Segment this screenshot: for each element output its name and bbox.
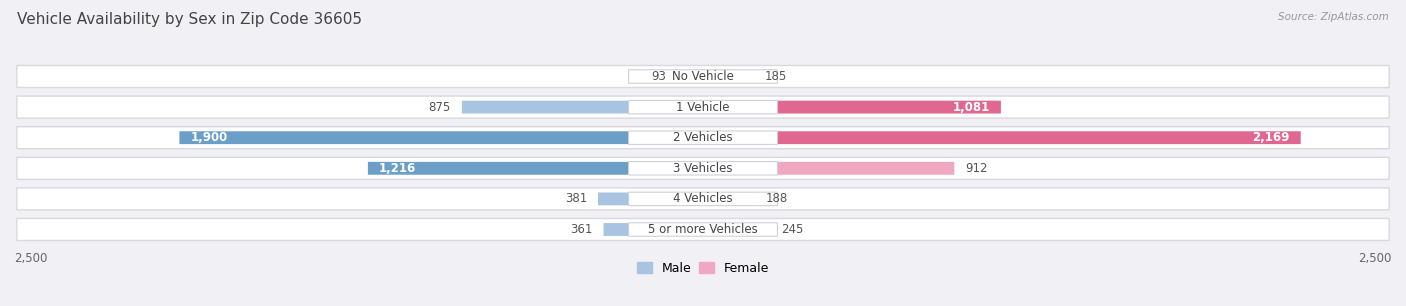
Text: 912: 912 xyxy=(966,162,988,175)
Text: 2 Vehicles: 2 Vehicles xyxy=(673,131,733,144)
Text: 185: 185 xyxy=(765,70,787,83)
FancyBboxPatch shape xyxy=(703,223,770,236)
FancyBboxPatch shape xyxy=(17,157,1389,179)
FancyBboxPatch shape xyxy=(628,192,778,206)
FancyBboxPatch shape xyxy=(598,192,703,205)
FancyBboxPatch shape xyxy=(703,101,1001,114)
Text: 361: 361 xyxy=(569,223,592,236)
FancyBboxPatch shape xyxy=(17,188,1389,210)
FancyBboxPatch shape xyxy=(703,70,754,83)
FancyBboxPatch shape xyxy=(17,127,1389,149)
Text: 2,500: 2,500 xyxy=(1358,252,1392,264)
FancyBboxPatch shape xyxy=(17,96,1389,118)
Text: Vehicle Availability by Sex in Zip Code 36605: Vehicle Availability by Sex in Zip Code … xyxy=(17,12,361,27)
Text: 188: 188 xyxy=(766,192,789,205)
FancyBboxPatch shape xyxy=(180,131,703,144)
Text: 1,900: 1,900 xyxy=(190,131,228,144)
Text: 5 or more Vehicles: 5 or more Vehicles xyxy=(648,223,758,236)
Text: Source: ZipAtlas.com: Source: ZipAtlas.com xyxy=(1278,12,1389,22)
Legend: Male, Female: Male, Female xyxy=(631,257,775,280)
FancyBboxPatch shape xyxy=(628,131,778,144)
FancyBboxPatch shape xyxy=(703,192,755,205)
Text: 1,216: 1,216 xyxy=(380,162,416,175)
FancyBboxPatch shape xyxy=(461,101,703,114)
Text: 1,081: 1,081 xyxy=(953,101,990,114)
FancyBboxPatch shape xyxy=(368,162,703,175)
Text: 875: 875 xyxy=(429,101,451,114)
Text: 93: 93 xyxy=(651,70,666,83)
FancyBboxPatch shape xyxy=(703,162,955,175)
Text: 1 Vehicle: 1 Vehicle xyxy=(676,101,730,114)
Text: 4 Vehicles: 4 Vehicles xyxy=(673,192,733,205)
FancyBboxPatch shape xyxy=(628,100,778,114)
FancyBboxPatch shape xyxy=(17,65,1389,88)
FancyBboxPatch shape xyxy=(678,70,703,83)
Text: 3 Vehicles: 3 Vehicles xyxy=(673,162,733,175)
FancyBboxPatch shape xyxy=(628,70,778,83)
FancyBboxPatch shape xyxy=(17,218,1389,241)
FancyBboxPatch shape xyxy=(628,162,778,175)
Text: 381: 381 xyxy=(565,192,586,205)
FancyBboxPatch shape xyxy=(603,223,703,236)
FancyBboxPatch shape xyxy=(628,223,778,236)
Text: No Vehicle: No Vehicle xyxy=(672,70,734,83)
Text: 2,500: 2,500 xyxy=(14,252,48,264)
Text: 2,169: 2,169 xyxy=(1253,131,1289,144)
Text: 245: 245 xyxy=(782,223,804,236)
FancyBboxPatch shape xyxy=(703,131,1301,144)
